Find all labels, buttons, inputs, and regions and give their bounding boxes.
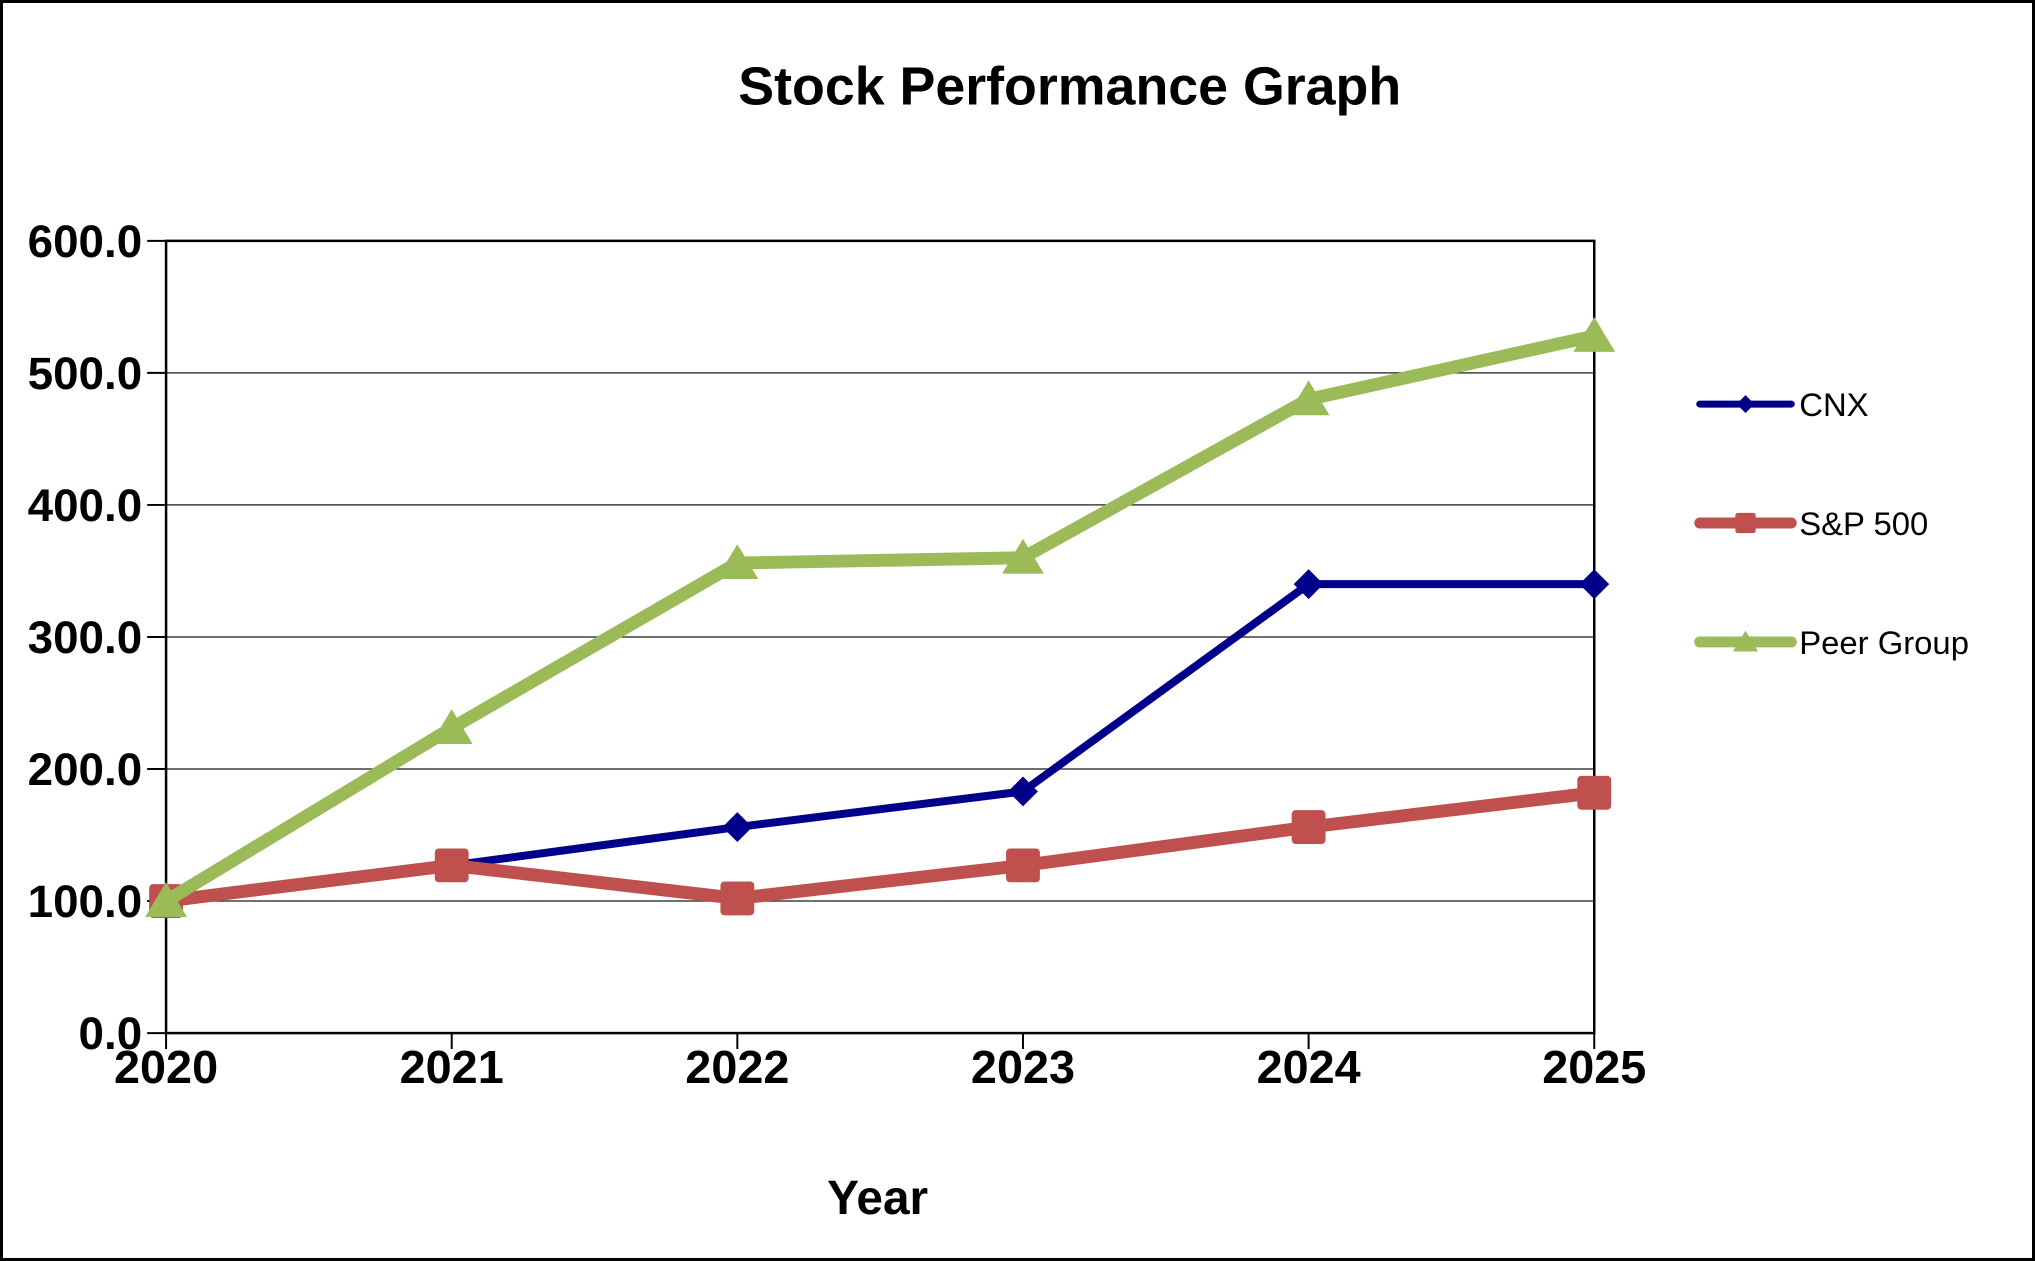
series-marker-s-p-500-2022 <box>720 881 755 916</box>
series-marker-s-p-500-2024 <box>1291 810 1326 845</box>
legend-label-cnx: CNX <box>1799 386 1868 423</box>
legend-marker-peer-group <box>1732 630 1759 652</box>
series-marker-s-p-500-2025 <box>1577 775 1612 810</box>
legend-marker-s-p-500 <box>1735 512 1756 534</box>
y-axis-label-0: 0.0 <box>79 1008 143 1059</box>
legend-item-s-p-500: S&P 500 <box>1694 505 1928 542</box>
x-axis-label-2025: 2025 <box>1542 1041 1646 1093</box>
series-line-s-p-500 <box>165 786 1596 908</box>
x-axis-label-2020: 2020 <box>114 1041 218 1093</box>
y-axis-label-500: 500.0 <box>28 348 143 399</box>
series-marker-cnx-2024 <box>1293 569 1324 600</box>
stock-chart: 0.0 100.0 200.0 300.0 400.0 500.0 600.0 2020 202… <box>28 57 1969 1226</box>
grid-layer <box>166 372 1595 902</box>
series-marker-peer-group-2025 <box>1573 317 1616 352</box>
legend-label-peer-group: Peer Group <box>1799 624 1969 661</box>
y-axis-label-400: 400.0 <box>28 480 143 531</box>
series-marker-peer-group-2023 <box>1002 538 1044 574</box>
series-marker-peer-group-2021 <box>430 709 473 744</box>
series-marker-peer-group-2024 <box>1287 380 1330 416</box>
series-line-cnx <box>165 580 1595 905</box>
series-marker-s-p-500-2023 <box>1006 848 1040 883</box>
x-axis-label-2024: 2024 <box>1257 1041 1361 1093</box>
series-marker-s-p-500-2021 <box>434 848 469 883</box>
legend-item-peer-group: Peer Group <box>1694 624 1969 661</box>
x-axis-label-2023: 2023 <box>971 1041 1075 1093</box>
series-layer <box>145 317 1616 918</box>
series-marker-cnx-2023 <box>1008 776 1038 807</box>
series-marker-peer-group-2022 <box>716 544 759 579</box>
series-marker-cnx-2022 <box>722 812 753 843</box>
y-axis-label-100: 100.0 <box>28 876 143 927</box>
legend-label-s-p-500: S&P 500 <box>1799 505 1928 542</box>
series-line-peer-group <box>162 329 1596 907</box>
chart-title: Stock Performance Graph <box>738 57 1401 117</box>
x-axis-title: Year <box>827 1172 928 1225</box>
legend-item-cnx: CNX <box>1696 386 1869 423</box>
series-marker-cnx-2025 <box>1579 569 1610 600</box>
y-axis-label-600: 600.0 <box>28 216 143 267</box>
x-axis-label-2021: 2021 <box>400 1041 504 1093</box>
y-axis-label-200: 200.0 <box>28 744 143 795</box>
axis-layer: 0.0 100.0 200.0 300.0 400.0 500.0 600.0 2020 202… <box>28 216 1647 1093</box>
y-axis-label-300: 300.0 <box>28 612 143 663</box>
x-axis-label-2022: 2022 <box>685 1041 789 1093</box>
series-marker-peer-group-2020 <box>145 882 187 917</box>
legend: CNX S&P 500 Peer Group <box>1694 386 1969 661</box>
legend-marker-cnx <box>1736 395 1755 414</box>
